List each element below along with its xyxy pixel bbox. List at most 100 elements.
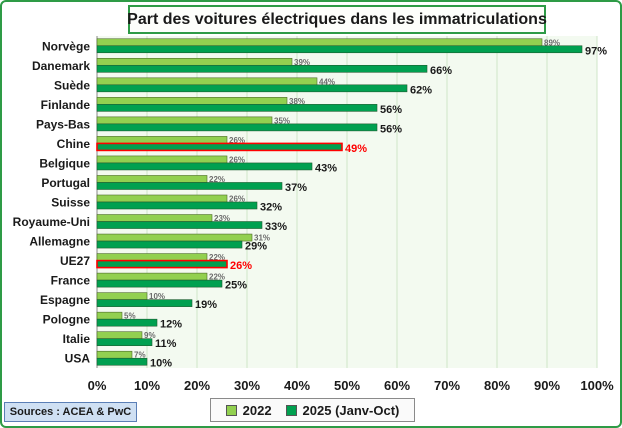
data-label-2022: 22% bbox=[209, 253, 225, 262]
data-label-2025: 32% bbox=[260, 202, 282, 214]
category-label: France bbox=[51, 274, 91, 288]
bar-2022 bbox=[96, 175, 208, 183]
category-label: Finlande bbox=[41, 98, 91, 112]
category-label: UE27 bbox=[60, 254, 90, 268]
bar-2025 bbox=[96, 123, 378, 132]
x-tick-label: 60% bbox=[384, 378, 410, 393]
data-label-2022: 9% bbox=[144, 331, 156, 340]
data-label-2025: 43% bbox=[315, 162, 337, 174]
bar-2022 bbox=[96, 97, 288, 105]
bar-2022 bbox=[96, 136, 228, 144]
data-label-2022: 39% bbox=[294, 58, 310, 67]
chart-title: Part des voitures électriques dans les i… bbox=[127, 10, 547, 28]
source-box: Sources : ACEA & PwC bbox=[4, 402, 137, 422]
data-label-2025: 19% bbox=[195, 299, 217, 311]
bar-2025 bbox=[96, 338, 153, 347]
data-label-2022: 38% bbox=[289, 97, 305, 106]
bar-2022 bbox=[96, 155, 228, 164]
data-label-2022: 26% bbox=[229, 155, 245, 164]
bar-2022 bbox=[96, 194, 228, 203]
category-label: Chine bbox=[57, 137, 91, 151]
bar-2022 bbox=[96, 292, 148, 300]
data-label-2022: 89% bbox=[544, 38, 560, 47]
data-label-2025: 56% bbox=[380, 104, 402, 116]
category-label: Norvège bbox=[42, 39, 90, 53]
bar-2025 bbox=[96, 279, 223, 288]
x-tick-label: 50% bbox=[334, 378, 360, 393]
data-label-2022: 44% bbox=[319, 77, 335, 86]
bar-2025 bbox=[96, 45, 583, 54]
x-tick-label: 10% bbox=[134, 378, 160, 393]
bar-2022 bbox=[96, 116, 273, 125]
bar-2022 bbox=[96, 272, 208, 281]
bar-2025 bbox=[96, 142, 343, 152]
x-tick-label: 70% bbox=[434, 378, 460, 393]
x-tick-label: 80% bbox=[484, 378, 510, 393]
category-label: Belgique bbox=[39, 156, 90, 170]
legend-swatch-2022 bbox=[225, 404, 237, 416]
legend-item-2025: 2025 (Janv-Oct) bbox=[285, 403, 399, 418]
data-label-2025: 26% bbox=[230, 260, 252, 272]
bar-2025 bbox=[96, 357, 148, 366]
legend-label-2022: 2022 bbox=[242, 402, 272, 418]
x-tick-label: 0% bbox=[88, 378, 107, 393]
data-label-2022: 22% bbox=[209, 175, 225, 184]
x-tick-label: 40% bbox=[284, 378, 310, 393]
data-label-2025: 97% bbox=[585, 45, 607, 57]
data-label-2025: 25% bbox=[225, 280, 247, 292]
category-label: Portugal bbox=[41, 176, 90, 190]
data-label-2025: 37% bbox=[285, 182, 307, 194]
bar-2022 bbox=[96, 253, 208, 261]
category-label: Suède bbox=[54, 78, 90, 92]
bar-2025 bbox=[96, 299, 193, 307]
source-label: Sources : ACEA & PwC bbox=[9, 406, 132, 418]
bar-2025 bbox=[96, 259, 228, 269]
bar-2025 bbox=[96, 240, 243, 249]
bar-2025 bbox=[96, 64, 428, 73]
data-label-2022: 7% bbox=[134, 351, 146, 360]
bar-2022 bbox=[96, 214, 213, 222]
bar-2025 bbox=[96, 182, 283, 190]
category-label: USA bbox=[65, 352, 91, 366]
data-label-2022: 23% bbox=[214, 214, 230, 223]
data-label-2022: 26% bbox=[229, 136, 245, 145]
category-label: Danemark bbox=[32, 59, 90, 73]
bar-2022 bbox=[96, 350, 133, 359]
bar-2022 bbox=[96, 233, 253, 242]
category-label: Royaume-Uni bbox=[13, 215, 90, 229]
data-label-2025: 33% bbox=[265, 221, 287, 233]
category-label: Suisse bbox=[51, 196, 90, 210]
data-label-2022: 5% bbox=[124, 312, 136, 321]
bar-2022 bbox=[96, 311, 123, 320]
data-label-2025: 11% bbox=[155, 338, 177, 350]
bar-2025 bbox=[96, 84, 408, 93]
bar-2022 bbox=[96, 77, 318, 86]
x-tick-label: 20% bbox=[184, 378, 210, 393]
data-label-2025: 56% bbox=[380, 123, 402, 135]
data-label-2022: 26% bbox=[229, 195, 245, 204]
x-tick-label: 30% bbox=[234, 378, 260, 393]
bar-2025 bbox=[96, 318, 158, 327]
category-label: Italie bbox=[63, 332, 91, 346]
legend: 2022 2025 (Janv-Oct) bbox=[210, 398, 415, 422]
bar-2025 bbox=[96, 221, 263, 229]
data-label-2025: 49% bbox=[345, 143, 367, 155]
bar-2022 bbox=[96, 38, 543, 47]
x-tick-label: 100% bbox=[580, 378, 614, 393]
x-tick-labels: 0% 10% 20% 30% 40% 50% 60% 70% 80% 90% 100% bbox=[88, 378, 614, 393]
data-label-2022: 22% bbox=[209, 273, 225, 282]
category-labels: Norvège Danemark Suède Finlande Pays-Bas Chin… bbox=[13, 39, 91, 365]
data-label-2025: 62% bbox=[410, 84, 432, 96]
bar-2022 bbox=[96, 331, 143, 340]
data-label-2022: 31% bbox=[254, 234, 270, 243]
category-label: Espagne bbox=[40, 293, 90, 307]
category-label: Allemagne bbox=[29, 235, 90, 249]
chart-title-box: Part des voitures électriques dans les i… bbox=[127, 5, 547, 34]
data-label-2025: 12% bbox=[160, 319, 182, 331]
data-label-2022: 35% bbox=[274, 116, 290, 125]
bar-2025 bbox=[96, 201, 258, 210]
data-label-2025: 66% bbox=[430, 65, 452, 77]
legend-swatch-2025 bbox=[285, 404, 297, 416]
data-label-2025: 10% bbox=[150, 358, 172, 370]
